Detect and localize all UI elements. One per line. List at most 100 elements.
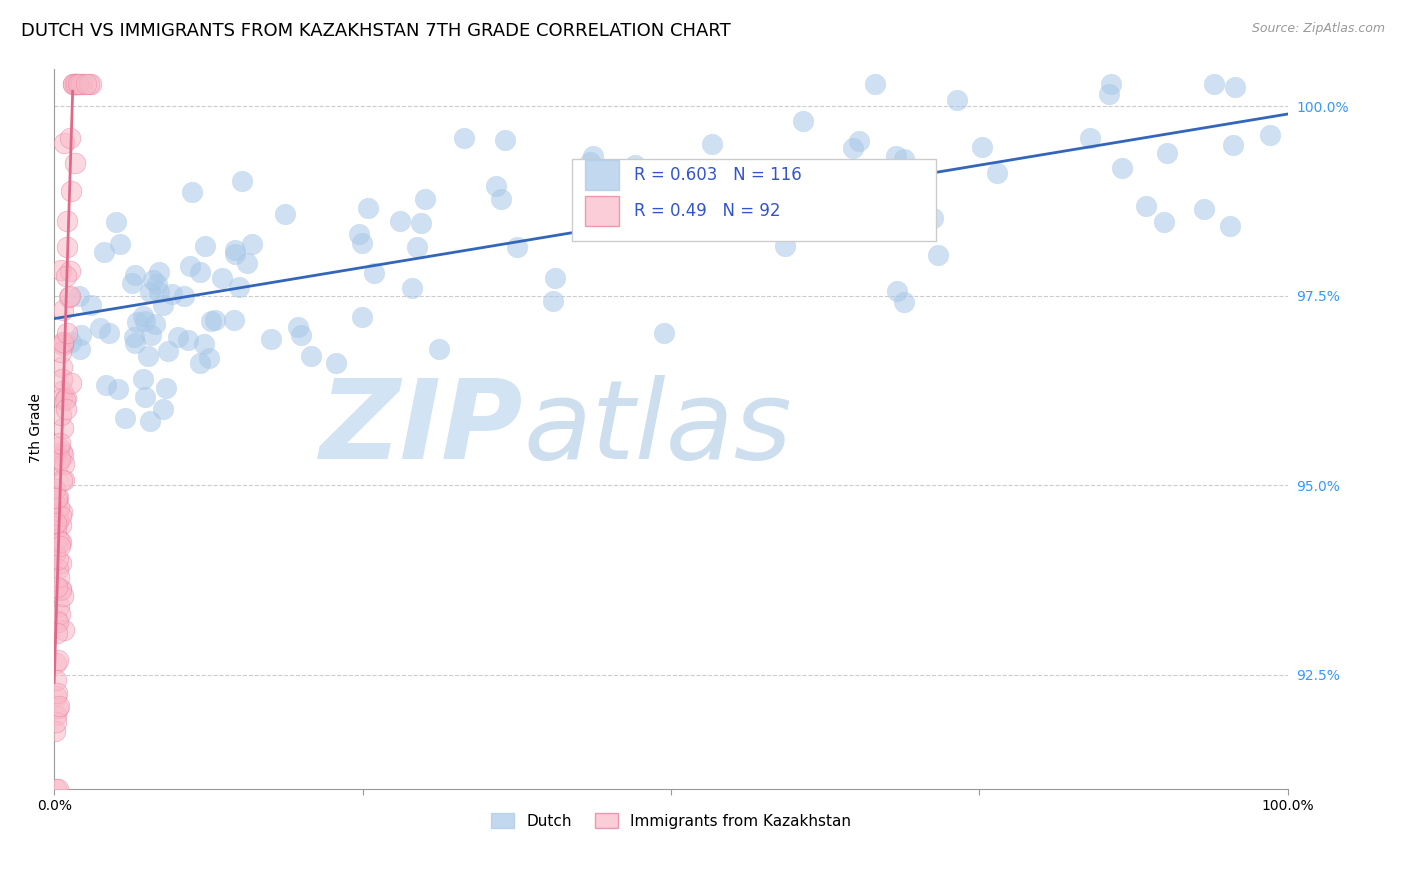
Text: atlas: atlas bbox=[523, 375, 792, 482]
Point bbox=[67, 77, 90, 91]
Point bbox=[299, 350, 322, 364]
Point bbox=[190, 265, 212, 279]
Point bbox=[582, 149, 605, 163]
Point bbox=[946, 93, 969, 107]
Point bbox=[1192, 202, 1215, 217]
Point bbox=[166, 330, 188, 344]
Point bbox=[1156, 146, 1178, 161]
Point bbox=[148, 265, 170, 279]
Point bbox=[52, 473, 75, 487]
Point bbox=[48, 699, 70, 714]
Point bbox=[155, 380, 177, 394]
Point bbox=[134, 313, 156, 327]
Point bbox=[94, 377, 117, 392]
Point bbox=[45, 673, 67, 688]
Point bbox=[69, 342, 91, 356]
Point bbox=[55, 391, 77, 405]
Point bbox=[46, 508, 69, 523]
Point bbox=[62, 77, 84, 91]
Point bbox=[1135, 199, 1157, 213]
Point bbox=[970, 139, 993, 153]
Point bbox=[51, 359, 73, 374]
Point bbox=[60, 376, 83, 391]
Point bbox=[173, 289, 195, 303]
Point bbox=[652, 326, 675, 341]
Point bbox=[51, 535, 73, 549]
Point bbox=[624, 158, 647, 172]
Point bbox=[52, 457, 75, 471]
Point bbox=[585, 193, 607, 207]
Point bbox=[139, 414, 162, 428]
Point bbox=[62, 77, 84, 91]
Text: DUTCH VS IMMIGRANTS FROM KAZAKHSTAN 7TH GRADE CORRELATION CHART: DUTCH VS IMMIGRANTS FROM KAZAKHSTAN 7TH … bbox=[21, 22, 731, 40]
Point bbox=[56, 326, 79, 340]
Point bbox=[45, 781, 67, 796]
Point bbox=[48, 607, 70, 622]
Point bbox=[613, 201, 636, 215]
Point bbox=[77, 77, 100, 91]
Point bbox=[45, 714, 67, 729]
Point bbox=[141, 327, 163, 342]
Point bbox=[197, 351, 219, 366]
Point bbox=[125, 315, 148, 329]
Point bbox=[52, 338, 75, 352]
Point bbox=[48, 570, 70, 584]
Point bbox=[67, 289, 90, 303]
Point bbox=[63, 156, 86, 170]
Point bbox=[75, 77, 97, 91]
Point bbox=[893, 153, 915, 167]
Point bbox=[65, 77, 87, 91]
Point bbox=[884, 148, 907, 162]
Point bbox=[136, 349, 159, 363]
Point bbox=[51, 372, 73, 386]
Point bbox=[51, 335, 73, 350]
Point bbox=[52, 334, 75, 349]
Point bbox=[1258, 128, 1281, 143]
Point bbox=[72, 77, 94, 91]
Point bbox=[70, 77, 93, 91]
Point bbox=[894, 186, 917, 200]
Point bbox=[52, 449, 75, 463]
Point bbox=[134, 390, 156, 404]
Point bbox=[1078, 131, 1101, 145]
Point bbox=[1202, 77, 1225, 91]
Point bbox=[55, 240, 77, 254]
Legend: Dutch, Immigrants from Kazakhstan: Dutch, Immigrants from Kazakhstan bbox=[485, 806, 858, 835]
Point bbox=[46, 615, 69, 629]
Point bbox=[273, 207, 295, 221]
FancyBboxPatch shape bbox=[585, 160, 619, 190]
Text: Source: ZipAtlas.com: Source: ZipAtlas.com bbox=[1251, 22, 1385, 36]
Point bbox=[44, 723, 66, 738]
FancyBboxPatch shape bbox=[572, 159, 936, 242]
Point bbox=[59, 184, 82, 198]
Point bbox=[108, 236, 131, 251]
Point bbox=[177, 333, 200, 347]
Point bbox=[179, 260, 201, 274]
Point bbox=[46, 686, 69, 700]
FancyBboxPatch shape bbox=[585, 196, 619, 227]
Point bbox=[1099, 77, 1122, 91]
Point bbox=[107, 382, 129, 396]
Point bbox=[415, 192, 437, 206]
Point bbox=[848, 134, 870, 148]
Point bbox=[45, 491, 67, 506]
Y-axis label: 7th Grade: 7th Grade bbox=[30, 393, 44, 464]
Point bbox=[52, 302, 75, 317]
Point bbox=[59, 264, 82, 278]
Point bbox=[700, 136, 723, 151]
Point bbox=[544, 270, 567, 285]
Point bbox=[49, 436, 72, 450]
Point bbox=[51, 391, 73, 405]
Point bbox=[59, 289, 82, 303]
Point bbox=[48, 514, 70, 528]
Point bbox=[842, 140, 865, 154]
Point bbox=[152, 402, 174, 417]
Point bbox=[259, 332, 281, 346]
Point bbox=[453, 131, 475, 145]
Point bbox=[1098, 87, 1121, 102]
Point bbox=[132, 309, 155, 323]
Point bbox=[124, 268, 146, 282]
Point bbox=[46, 613, 69, 627]
Point bbox=[53, 393, 76, 408]
Point bbox=[45, 516, 67, 530]
